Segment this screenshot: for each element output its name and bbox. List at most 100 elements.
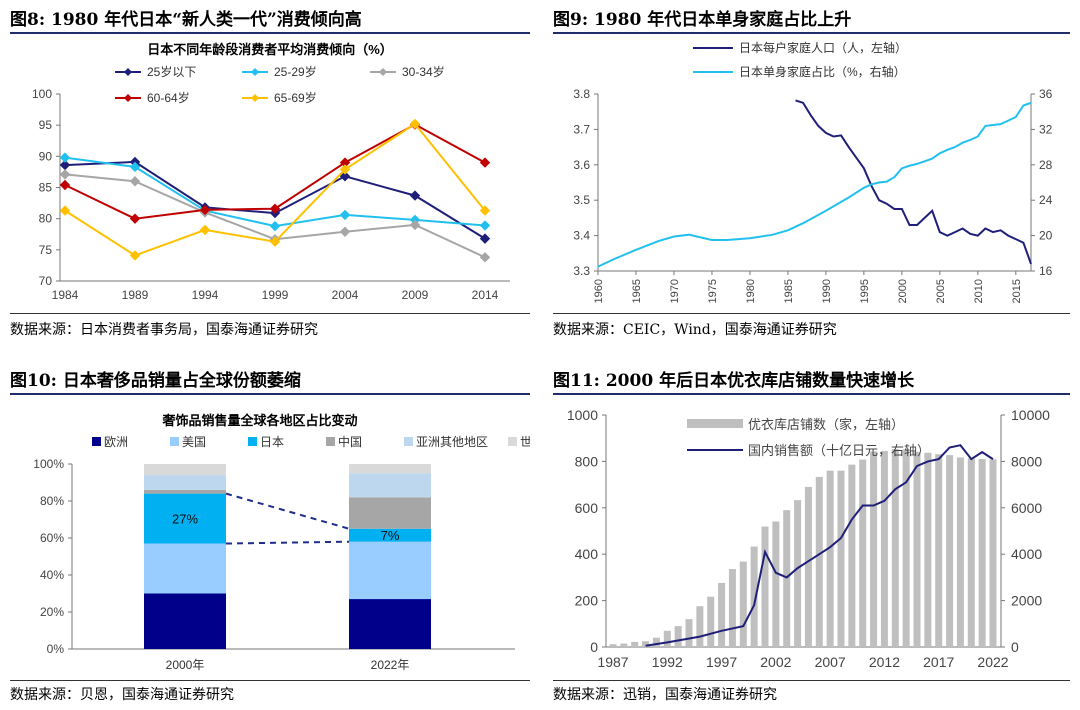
x-tick-label: 1984 — [52, 288, 79, 302]
y-tick-label-right: 0 — [1011, 639, 1019, 655]
bar — [935, 454, 943, 647]
bar — [761, 526, 769, 647]
legend-marker — [124, 68, 132, 76]
panel-fig10: 图10: 日本奢侈品销量占全球份额萎缩 奢饰品销售量全球各地区占比变动 欧洲 美国 日… — [10, 366, 530, 710]
legend-label: 日本 — [260, 435, 284, 449]
chart-title: 日本不同年龄段消费者平均消费倾向（%） — [147, 42, 393, 57]
bar — [685, 619, 693, 647]
bar — [609, 644, 617, 647]
bar — [870, 451, 878, 647]
data-point — [269, 236, 281, 247]
y-tick-label-right: 28 — [1039, 158, 1053, 172]
legend-label: 优衣库店铺数（家，左轴） — [748, 417, 904, 432]
legend-swatch — [92, 437, 101, 446]
y-tick-label-right: 6000 — [1011, 500, 1042, 516]
y-tick-label-right: 10000 — [1011, 407, 1050, 423]
bar — [891, 449, 899, 647]
y-tick-label: 60% — [40, 531, 64, 545]
x-tick-label: 2015 — [1011, 279, 1023, 303]
y-tick-label-left: 3.6 — [573, 158, 590, 172]
legend-item: 65-69岁 — [242, 90, 317, 105]
legend-label: 美国 — [182, 435, 206, 449]
legend-label: 日本单身家庭占比（%，右轴） — [739, 64, 906, 79]
data-point — [339, 171, 351, 182]
data-point — [269, 203, 281, 214]
x-tick-label: 2002 — [760, 654, 791, 670]
y-tick-label-left: 3.5 — [573, 193, 590, 207]
x-tick-label: 2004 — [332, 288, 359, 302]
bar — [674, 626, 682, 647]
y-tick-label: 100% — [33, 457, 64, 471]
data-point — [339, 164, 351, 175]
y-tick-label-left: 3.7 — [573, 122, 590, 136]
bar — [989, 459, 997, 647]
y-tick-label: 70 — [39, 274, 53, 288]
y-tick-label-right: 4000 — [1011, 546, 1042, 562]
bar — [967, 458, 975, 647]
bar-segment — [144, 543, 226, 594]
chart-title: 奢饰品销售量全球各地区占比变动 — [161, 413, 357, 428]
bar-segment — [349, 473, 431, 498]
bar — [620, 643, 628, 647]
y-tick-label-right: 16 — [1039, 264, 1053, 278]
data-point — [339, 209, 351, 221]
bar — [978, 459, 986, 647]
title-rule — [10, 32, 530, 34]
y-tick-label-right: 8000 — [1011, 453, 1042, 469]
y-tick-label-left: 3.3 — [573, 264, 590, 278]
data-point — [59, 169, 71, 180]
panel-title: 图8: 1980 年代日本“新人类一代”消费倾向高 — [10, 10, 362, 30]
bar — [631, 641, 639, 647]
x-tick-label: 1995 — [859, 279, 871, 303]
data-point — [59, 152, 71, 163]
y-tick-label-right: 32 — [1039, 122, 1053, 136]
source-rule — [553, 680, 1070, 681]
data-point — [129, 176, 141, 187]
legend-swatch — [687, 419, 743, 428]
connector-line — [225, 540, 350, 545]
bar — [772, 521, 780, 647]
legend-label: 60-64岁 — [147, 90, 190, 105]
y-tick-label: 95 — [39, 118, 53, 132]
legend-swatch — [248, 437, 257, 446]
x-tick-label: 1985 — [783, 279, 795, 303]
x-tick-label: 1980 — [745, 279, 757, 303]
data-point — [409, 219, 421, 231]
legend-swatch — [326, 437, 335, 446]
title-rule — [10, 393, 530, 395]
legend-item: 25-29岁 — [242, 64, 317, 79]
legend-label: 亚洲其他地区 — [416, 435, 488, 449]
legend-label: 中国 — [338, 434, 362, 449]
data-point — [479, 252, 491, 263]
bar — [946, 455, 954, 647]
x-tick-label: 1994 — [192, 288, 219, 302]
bar-segment — [144, 464, 226, 476]
bar — [837, 470, 845, 647]
connector-line — [225, 492, 350, 530]
x-tick-label: 2000年 — [166, 658, 205, 672]
data-point — [129, 250, 141, 261]
legend-label: 30-34岁 — [402, 64, 445, 79]
x-tick-label: 1992 — [652, 654, 683, 670]
chart-fig8: 日本不同年龄段消费者平均消费倾向（%） 70 75 80 85 90 95 100 1984 19… — [32, 42, 510, 302]
x-tick-label: 2009 — [402, 288, 429, 302]
bar — [848, 464, 856, 647]
legend-label: 日本每户家庭人口（人，左轴） — [739, 40, 907, 55]
chart-fig11: 0200400600800100002000400060008000100001… — [567, 407, 1050, 670]
y-tick-label-left: 800 — [575, 453, 599, 469]
panel-fig9: 图9: 1980 年代日本单身家庭占比上升 3.3 3.4 3.5 3.6 3.7 3.8… — [553, 5, 1070, 345]
source-text: 数据来源：日本消费者事务局，国泰海通证券研究 — [10, 322, 318, 338]
legend-marker — [124, 94, 132, 102]
bar — [924, 452, 932, 647]
y-tick-label-left: 3.4 — [573, 229, 590, 243]
data-point — [409, 118, 421, 130]
data-point — [199, 224, 211, 236]
bar — [913, 451, 921, 647]
y-tick-label: 90 — [39, 149, 53, 163]
y-tick-label-left: 600 — [575, 500, 599, 516]
source-rule — [553, 313, 1070, 314]
x-tick-label: 1987 — [597, 654, 628, 670]
bar — [859, 459, 867, 647]
x-tick-label: 2007 — [815, 654, 846, 670]
x-tick-label: 1965 — [631, 279, 643, 303]
